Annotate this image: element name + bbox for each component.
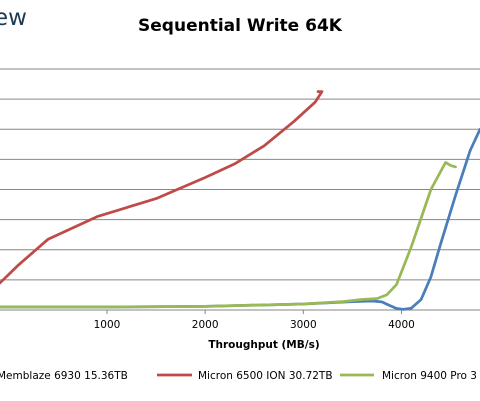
- x-axis-ticks: 1000 2000 3000 4000: [94, 310, 415, 331]
- x-tick-label: 4000: [388, 319, 415, 331]
- legend-label: Memblaze 6930 15.36TB: [0, 370, 128, 382]
- series-line-2: [0, 90, 324, 285]
- legend: Memblaze 6930 15.36TB Micron 6500 ION 30.…: [0, 370, 477, 382]
- gridlines: [0, 68, 480, 281]
- legend-label: Micron 9400 Pro 3: [382, 370, 477, 382]
- x-tick-label: 3000: [290, 319, 317, 331]
- series-lines: [0, 90, 480, 311]
- legend-label: Micron 6500 ION 30.72TB: [198, 370, 333, 382]
- x-tick-label: 1000: [94, 319, 121, 331]
- chart-title: Sequential Write 64K: [138, 16, 343, 36]
- x-tick-label: 2000: [192, 319, 219, 331]
- brand-logo-fragment: ew: [0, 5, 27, 31]
- series-line-3: [0, 161, 457, 309]
- x-axis-label: Throughput (MB/s): [208, 339, 319, 351]
